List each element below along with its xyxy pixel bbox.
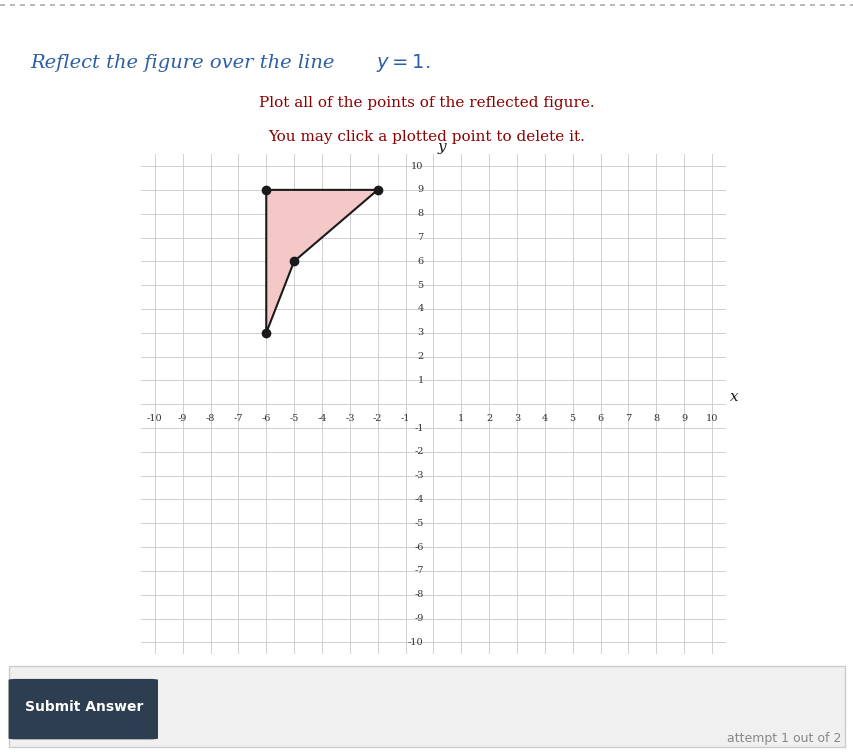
Text: 10: 10	[705, 414, 717, 423]
Text: -10: -10	[147, 414, 162, 423]
Text: 6: 6	[597, 414, 603, 423]
Text: x: x	[729, 390, 738, 404]
Text: -8: -8	[206, 414, 215, 423]
Text: 8: 8	[653, 414, 659, 423]
Text: 6: 6	[417, 257, 423, 265]
Text: -5: -5	[414, 519, 423, 528]
Text: 2: 2	[485, 414, 491, 423]
Text: 3: 3	[417, 329, 423, 337]
Text: -2: -2	[373, 414, 382, 423]
Text: -5: -5	[289, 414, 299, 423]
Text: -9: -9	[177, 414, 187, 423]
Text: -8: -8	[414, 590, 423, 599]
Text: -4: -4	[414, 495, 423, 504]
Text: 7: 7	[417, 233, 423, 242]
Text: 7: 7	[624, 414, 630, 423]
Text: 9: 9	[417, 186, 423, 194]
Text: 8: 8	[417, 209, 423, 218]
Text: $y = 1$.: $y = 1$.	[375, 52, 430, 74]
Text: -10: -10	[408, 638, 423, 647]
Text: 4: 4	[541, 414, 548, 423]
Text: Submit Answer: Submit Answer	[25, 700, 142, 714]
Text: Plot all of the points of the reflected figure.: Plot all of the points of the reflected …	[258, 96, 595, 110]
Text: -7: -7	[234, 414, 243, 423]
Text: -7: -7	[414, 566, 423, 575]
Text: 9: 9	[680, 414, 687, 423]
Text: -1: -1	[400, 414, 409, 423]
Polygon shape	[266, 190, 377, 332]
Text: -9: -9	[414, 614, 423, 623]
Text: 2: 2	[417, 352, 423, 361]
Text: Reflect the figure over the line: Reflect the figure over the line	[30, 54, 340, 72]
Text: attempt 1 out of 2: attempt 1 out of 2	[726, 732, 840, 745]
Text: -6: -6	[261, 414, 270, 423]
Text: -2: -2	[414, 447, 423, 456]
Text: -4: -4	[316, 414, 327, 423]
FancyBboxPatch shape	[9, 666, 844, 747]
Text: 5: 5	[569, 414, 575, 423]
Text: 5: 5	[417, 280, 423, 290]
Text: 1: 1	[457, 414, 464, 423]
FancyBboxPatch shape	[9, 679, 158, 739]
Text: -3: -3	[345, 414, 354, 423]
Text: -1: -1	[414, 423, 423, 432]
Text: -3: -3	[414, 472, 423, 480]
Text: 10: 10	[411, 162, 423, 171]
Text: 1: 1	[417, 376, 423, 385]
Text: 4: 4	[417, 305, 423, 314]
Text: -6: -6	[414, 543, 423, 551]
Text: You may click a plotted point to delete it.: You may click a plotted point to delete …	[268, 130, 585, 144]
Text: 3: 3	[514, 414, 519, 423]
Text: y: y	[437, 140, 445, 154]
